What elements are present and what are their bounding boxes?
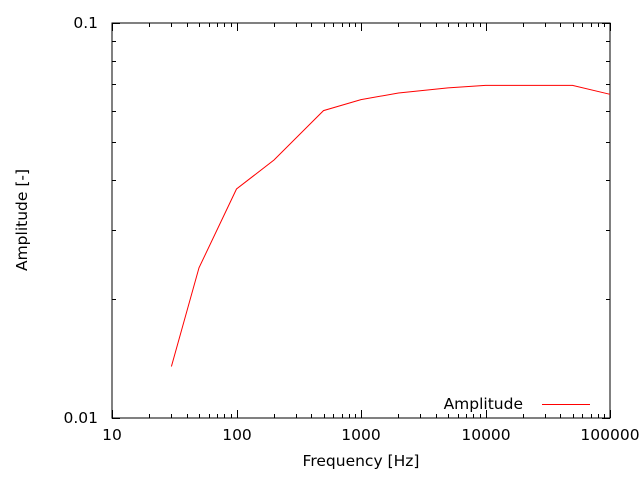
- x-tick-label: 100000: [580, 426, 640, 444]
- y-axis-title: Amplitude [-]: [13, 168, 31, 272]
- x-tick-label: 1000: [341, 426, 381, 444]
- x-tick-label: 100: [222, 426, 252, 444]
- amplitude-line: [170, 84, 611, 367]
- x-axis-title: Frequency [Hz]: [302, 452, 420, 470]
- legend-label-amplitude: Amplitude: [443, 395, 523, 413]
- x-tick-label: 10000: [461, 426, 511, 444]
- y-tick-label-min: 0.01: [63, 409, 98, 427]
- x-tick-label: 10: [102, 426, 122, 444]
- plot-border: [111, 22, 611, 419]
- y-tick-label-max: 0.1: [73, 14, 98, 32]
